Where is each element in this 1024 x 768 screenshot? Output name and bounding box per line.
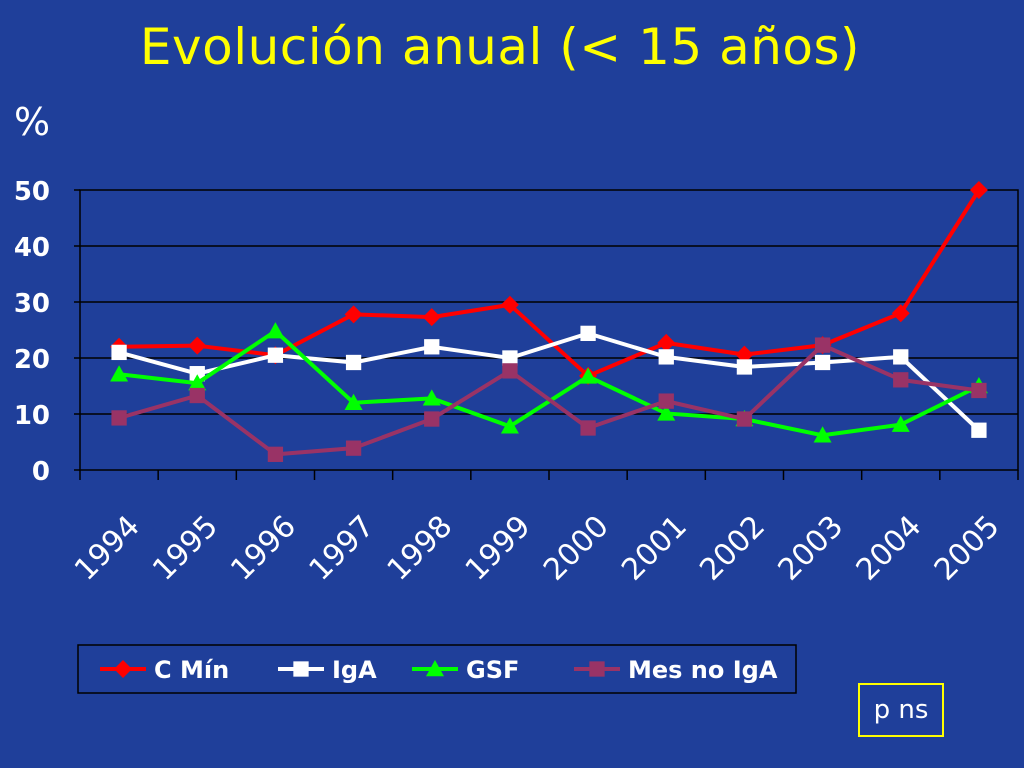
legend-label: IgA [332,656,377,684]
data-point [111,344,127,361]
data-point [267,347,284,363]
y-tick-label: 10 [14,401,50,431]
legend-label: C Mín [154,656,229,684]
data-point [657,333,676,352]
y-tick-label: 20 [14,345,50,375]
data-point [189,366,205,382]
data-point [424,339,440,355]
page-title: Evolución anual (< 15 años) [139,18,861,76]
series-line [118,343,980,457]
data-point [579,367,598,384]
series-line [119,188,981,378]
data-point [267,446,284,462]
data-point [658,349,674,365]
x-tick-label: 1998 [381,509,460,588]
data-point [345,440,362,456]
data-point [580,325,596,342]
data-point [502,350,518,366]
data-point [345,354,362,371]
data-point [266,322,285,339]
data-point [502,363,518,379]
x-tick-label: 1996 [224,509,303,588]
series-line [118,331,981,432]
data-point [971,382,987,399]
legend-item: Mes no IgA [574,656,778,684]
data-point [500,295,519,314]
legend-swatch-marker [293,661,309,677]
x-tick-label: 2002 [693,509,772,588]
x-tick-label: 1995 [146,509,225,588]
legend-swatch-marker [426,660,444,677]
x-tick-label: 2005 [928,509,1007,588]
data-point [735,345,754,364]
data-point [969,181,988,199]
data-point [736,411,753,427]
legend-label: Mes no IgA [628,656,778,684]
data-point [813,426,832,443]
y-tick-label: 0 [32,457,50,487]
x-tick-label: 2001 [615,509,694,588]
legend-item: GSF [412,656,519,684]
data-point [110,365,129,382]
x-tick-label: 2003 [771,509,850,588]
data-point [424,411,440,427]
y-tick-label: 40 [14,233,50,263]
data-point [500,417,519,434]
data-point [814,337,831,353]
data-point [971,422,987,438]
x-tick-label: 1994 [68,509,147,588]
series-mes-no-iga [111,337,987,462]
data-point [422,389,441,406]
data-point [189,387,205,404]
legend-swatch-marker [589,661,605,677]
x-tick-label: 2004 [850,509,929,588]
legend-label: GSF [466,656,519,684]
y-axis-label: % [14,100,51,144]
data-point [658,393,674,409]
y-tick-label: 30 [14,289,50,319]
series-iga [111,325,987,438]
legend-swatch-marker [114,660,132,678]
data-point [111,410,127,426]
x-tick-label: 2000 [537,509,616,588]
data-point [657,404,676,421]
data-point [893,372,909,388]
legend-item: IgA [278,656,377,684]
data-point [736,359,753,375]
legend-item: C Mín [100,656,229,684]
significance-note: p ns [858,683,944,737]
data-point [188,336,207,355]
x-tick-label: 1997 [302,509,381,588]
data-point [893,349,909,365]
data-point [814,354,831,371]
data-point [344,393,363,410]
data-point [188,374,207,391]
y-tick-label: 50 [14,177,50,207]
legend-box [77,644,797,694]
data-point [422,308,441,327]
data-point [580,420,596,436]
x-tick-label: 1999 [459,509,538,588]
data-point [891,304,910,323]
data-point [891,415,910,432]
data-point [344,305,363,324]
